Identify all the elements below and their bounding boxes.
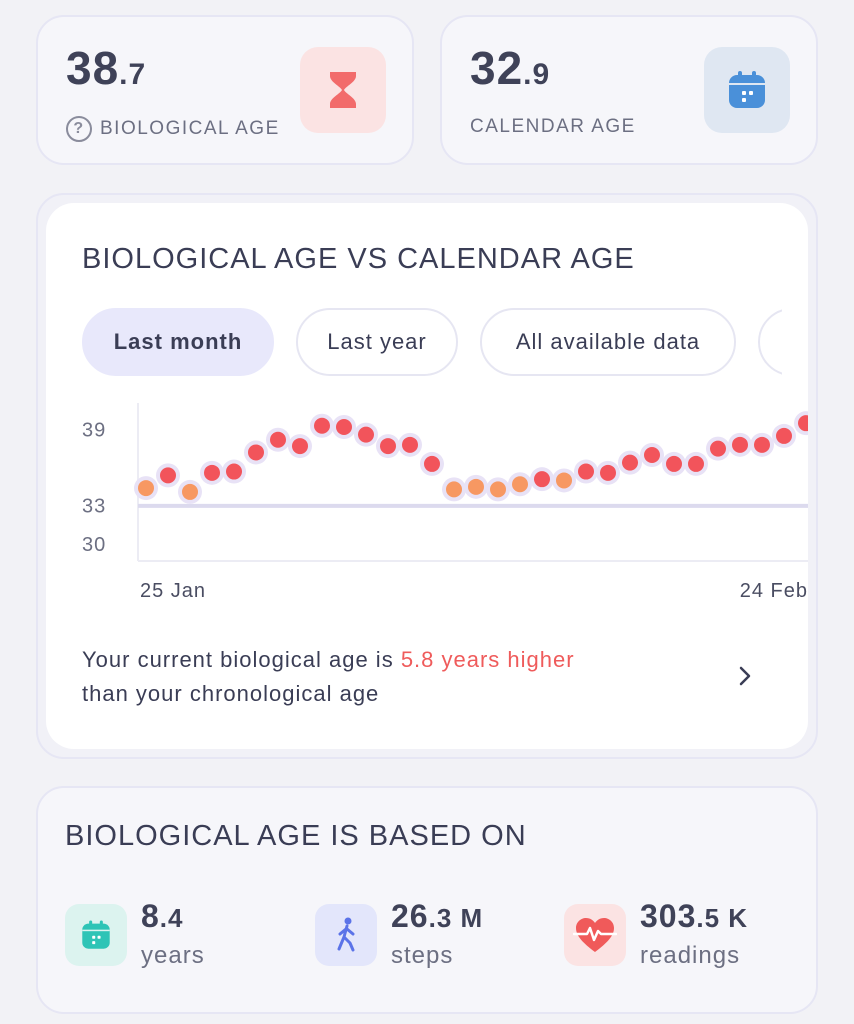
chevron-right-icon[interactable] (738, 665, 752, 692)
data-point (618, 450, 642, 475)
metric-years-label: years (141, 942, 205, 969)
y-tick-label: 30 (82, 534, 106, 556)
age-comparison-panel: BIOLOGICAL AGE VS CALENDAR AGE Last mont… (46, 203, 808, 749)
calendar-age-card[interactable]: 32.9 CALENDAR AGE (440, 15, 818, 165)
filter-last-month[interactable]: Last month (82, 308, 274, 376)
data-point (266, 427, 290, 452)
data-point (244, 440, 268, 465)
data-point (420, 451, 444, 476)
metric-readings-label: readings (640, 942, 741, 969)
data-point (442, 477, 466, 502)
heart-pulse-icon (564, 904, 626, 966)
filter-all-available-data[interactable]: All available data (480, 308, 736, 376)
calendar-age-label: CALENDAR AGE (470, 116, 636, 137)
data-point (706, 436, 730, 461)
data-point (310, 413, 334, 438)
data-point (662, 451, 686, 476)
data-point (332, 415, 356, 439)
metric-readings-value: 303.5 K (640, 898, 749, 934)
question-circle-icon[interactable]: ? (66, 116, 92, 142)
data-point (750, 432, 774, 457)
data-point (574, 459, 598, 484)
based-on-card: BIOLOGICAL AGE IS BASED ON 8.4 years 26.… (36, 786, 818, 1014)
data-point (486, 477, 510, 502)
metric-steps-value: 26.3 M (391, 898, 484, 934)
data-point (728, 432, 752, 457)
data-point (640, 443, 664, 467)
calendar-icon (704, 47, 790, 133)
x-tick-label: 24 Feb (740, 580, 808, 602)
x-tick-label: 25 Jan (140, 580, 206, 602)
metric-years-value: 8.4 (141, 898, 184, 934)
data-point (376, 434, 400, 459)
data-point (178, 479, 202, 504)
based-on-title: BIOLOGICAL AGE IS BASED ON (65, 820, 527, 852)
biological-age-card[interactable]: 38.7 ? BIOLOGICAL AGE (36, 15, 414, 165)
biological-age-label: BIOLOGICAL AGE (100, 118, 280, 139)
age-chart: 39 33 30 25 Jan 24 Feb (82, 403, 808, 602)
data-point (354, 422, 378, 447)
hourglass-icon (300, 47, 386, 133)
y-tick-label: 33 (82, 496, 106, 518)
biological-age-value: 38.7 (66, 42, 147, 94)
data-point (200, 460, 224, 485)
data-point (508, 472, 532, 497)
data-point (794, 411, 808, 436)
time-range-filters[interactable]: Last month Last year All available data (82, 308, 782, 378)
data-point (772, 423, 796, 448)
data-point (684, 451, 708, 476)
biological-age-label-row: ? BIOLOGICAL AGE (66, 116, 280, 142)
filter-last-year[interactable]: Last year (296, 308, 458, 376)
age-difference-highlight: 5.8 years higher (400, 647, 575, 672)
data-point (552, 468, 576, 493)
data-point (464, 474, 488, 499)
data-point (596, 460, 620, 485)
metric-steps-label: steps (391, 942, 454, 969)
age-summary: Your current biological age is 5.8 years… (82, 647, 575, 706)
data-point (222, 459, 246, 484)
age-comparison-card: BIOLOGICAL AGE VS CALENDAR AGE Last mont… (36, 193, 818, 759)
walking-icon (315, 904, 377, 966)
data-point (288, 434, 312, 459)
calendar-icon (65, 904, 127, 966)
calendar-age-label-row: CALENDAR AGE (470, 116, 636, 138)
calendar-age-value: 32.9 (470, 42, 551, 94)
data-point (134, 476, 158, 501)
data-point (530, 467, 554, 492)
chart-title: BIOLOGICAL AGE VS CALENDAR AGE (82, 243, 635, 275)
filter-more[interactable] (758, 308, 782, 376)
y-tick-label: 39 (82, 419, 106, 441)
data-point (398, 432, 422, 457)
data-point (156, 463, 180, 488)
